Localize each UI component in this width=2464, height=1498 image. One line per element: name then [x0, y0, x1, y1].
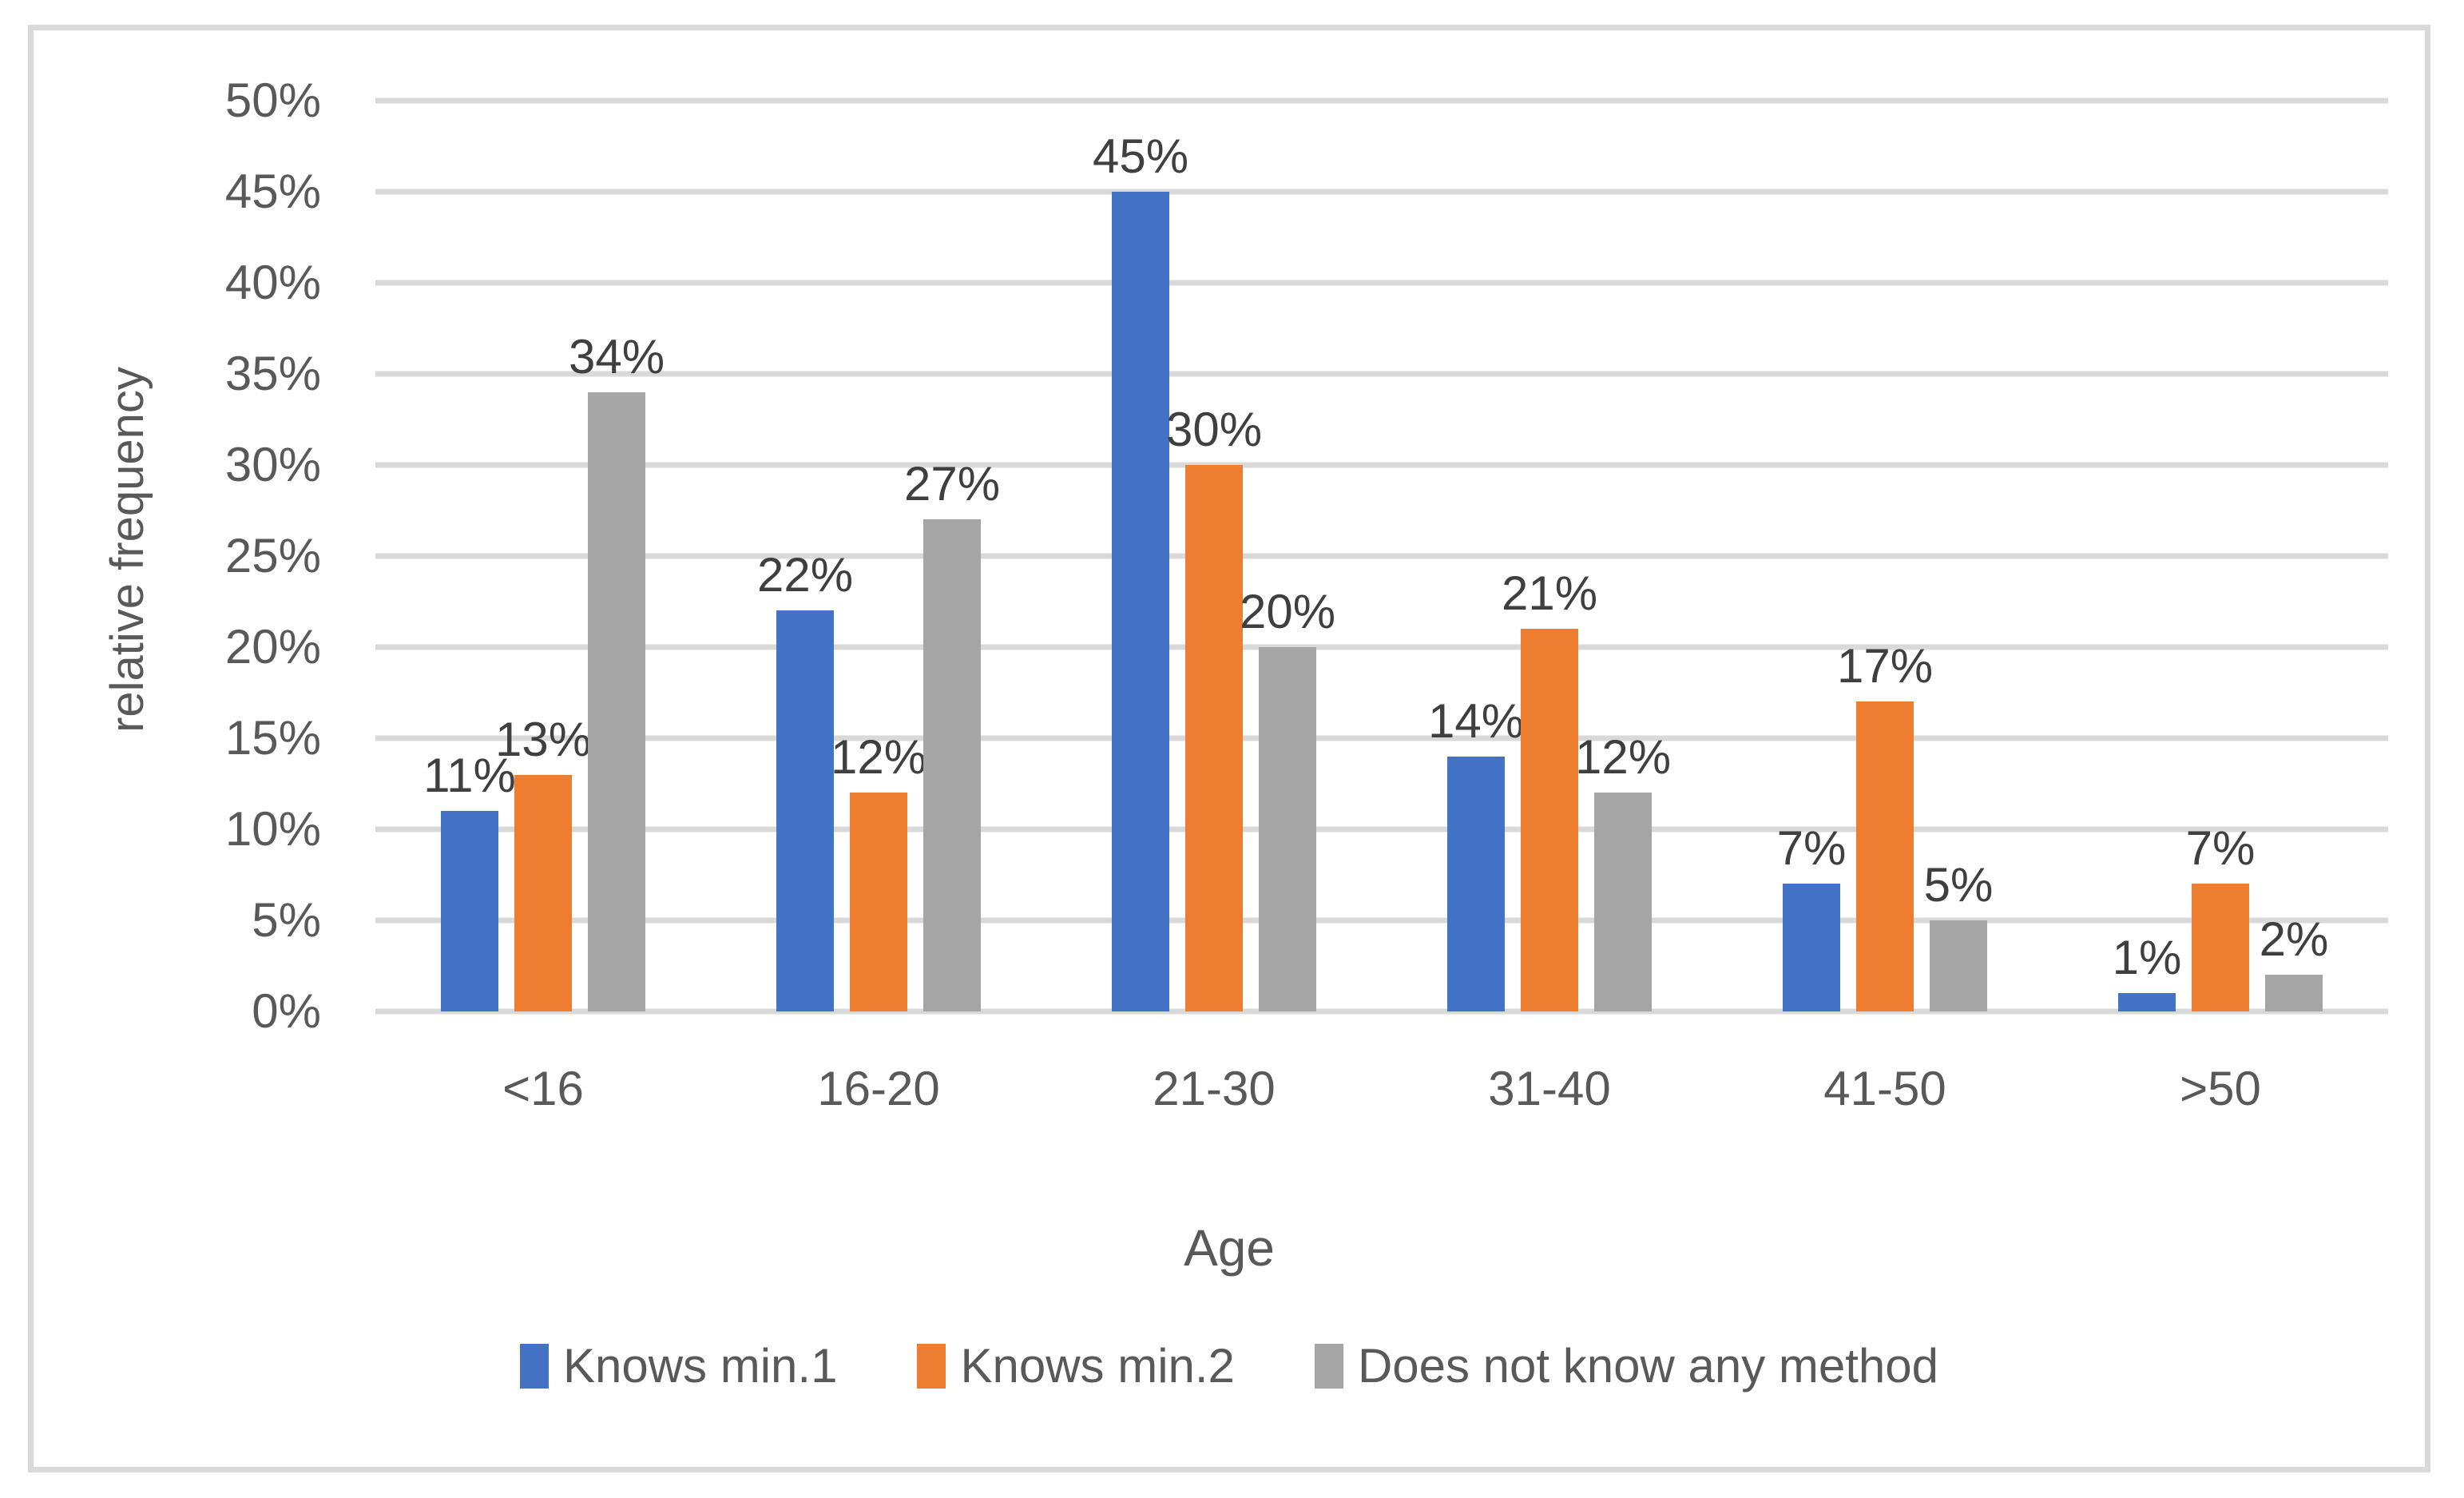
bar-series-3: 34% [569, 332, 665, 1011]
x-axis-tick-label: 16-20 [817, 1062, 940, 1115]
bar-series-2: 21% [1502, 570, 1597, 1011]
legend-item: Does not know any method [1314, 1339, 1939, 1393]
bar-value-label: 20% [1239, 585, 1336, 638]
bar-value-label: 22% [756, 548, 854, 602]
y-axis-tick-label: 45% [224, 165, 321, 218]
bar-series-1: 45% [1093, 133, 1188, 1011]
gridline [375, 644, 2388, 650]
plot-area: 11% 13% 34% 22% 12% 27% 45% 30% 20% 14% 21% 12% 7% 17… [375, 97, 2388, 1015]
gridline [375, 280, 2388, 286]
x-axis-tick-label: 31-40 [1488, 1062, 1611, 1115]
bar-series-2: 17% [1837, 642, 1933, 1011]
bar-value-label: 5% [1923, 858, 1994, 912]
bar-series-3: 20% [1240, 588, 1335, 1011]
bar-series-1: 11% [423, 752, 516, 1011]
bar-value-label: 13% [494, 712, 592, 766]
bar-series-2: 7% [2186, 824, 2255, 1011]
bar-group: 7% 17% 5% [1717, 101, 2053, 1011]
gridline [375, 917, 2388, 924]
bar-value-label: 12% [830, 730, 927, 785]
bar-series-2: 30% [1166, 406, 1262, 1011]
gridline [375, 371, 2388, 377]
legend-item: Knows min.1 [519, 1339, 838, 1393]
bar-series-1: 22% [757, 551, 853, 1011]
bar-group: 45% 30% 20% [1046, 101, 1382, 1011]
bar-value-label: 2% [2259, 912, 2329, 967]
x-axis-tick-label: >50 [2180, 1062, 2261, 1115]
bar-value-label: 7% [1776, 821, 1847, 876]
x-axis-tick-label: 41-50 [1823, 1062, 1946, 1115]
x-axis-tick-labels: <16 16-20 21-30 31-40 41-50 >50 [375, 1065, 2388, 1113]
y-axis-tick-label: 20% [224, 620, 321, 674]
gridline [375, 1008, 2388, 1015]
bar-group: 14% 21% 12% [1382, 101, 1717, 1011]
bar-value-label: 27% [903, 457, 1001, 511]
legend-swatch [1314, 1344, 1343, 1389]
x-axis-title: Age [1184, 1219, 1275, 1277]
bar-value-label: 17% [1836, 639, 1934, 693]
y-axis-tick-labels: 0% 5% 10% 15% 20% 25% 30% 35% 40% 45% 50% [34, 77, 321, 1035]
y-axis-tick-label: 30% [224, 438, 321, 491]
bar-value-label: 12% [1574, 730, 1672, 785]
bar-value-label: 7% [2185, 821, 2256, 876]
chart-legend: Knows min.1 Knows min.2 Does not know any … [34, 1342, 2425, 1390]
bar-value-label: 1% [2112, 931, 2182, 985]
bar-group: 1% 7% 2% [2053, 101, 2388, 1011]
bar-series-2: 12% [831, 733, 926, 1011]
y-axis-tick-label: 50% [224, 74, 321, 127]
bar-series-3: 12% [1575, 733, 1671, 1011]
bar-group: 22% 12% 27% [711, 101, 1046, 1011]
bar-value-label: 21% [1501, 566, 1598, 621]
bar-value-label: 30% [1165, 403, 1263, 456]
y-axis-tick-label: 15% [224, 711, 321, 765]
bar-groups: 11% 13% 34% 22% 12% 27% 45% 30% 20% 14% 21% 12% 7% 17… [375, 101, 2388, 1011]
legend-label: Does not know any method [1357, 1339, 1939, 1393]
bar-value-label: 45% [1092, 129, 1189, 183]
x-axis-tick-label: <16 [502, 1062, 584, 1115]
bar-series-2: 13% [495, 715, 591, 1011]
bar-value-label: 14% [1427, 693, 1525, 748]
bar-series-3: 5% [1924, 861, 1993, 1011]
bar-series-1: 14% [1428, 697, 1524, 1011]
gridline [375, 97, 2388, 104]
gridline [375, 735, 2388, 741]
chart-frame: relative frequency 0% 5% 10% 15% 20% 25% 30% 35… [28, 25, 2430, 1472]
y-axis-tick-label: 0% [252, 984, 321, 1038]
bar-value-label: 11% [423, 749, 516, 803]
bar-series-3: 27% [904, 460, 1000, 1011]
gridline [375, 826, 2388, 832]
gridline [375, 553, 2388, 559]
gridline [375, 462, 2388, 468]
legend-swatch [917, 1344, 946, 1389]
legend-swatch [519, 1344, 549, 1389]
bar-value-label: 34% [568, 329, 665, 383]
legend-label: Knows min.2 [960, 1339, 1235, 1393]
gridline [375, 189, 2388, 195]
y-axis-tick-label: 35% [224, 347, 321, 400]
bar-series-1: 1% [2113, 934, 2181, 1011]
legend-label: Knows min.1 [562, 1339, 838, 1393]
y-axis-tick-label: 40% [224, 256, 321, 309]
x-axis-tick-label: 21-30 [1153, 1062, 1276, 1115]
y-axis-tick-label: 5% [252, 893, 321, 947]
bar-group: 11% 13% 34% [375, 101, 711, 1011]
bar-series-1: 7% [1777, 824, 1846, 1011]
y-axis-tick-label: 10% [224, 802, 321, 856]
y-axis-tick-label: 25% [224, 529, 321, 582]
legend-item: Knows min.2 [917, 1339, 1235, 1393]
bar-series-3: 2% [2260, 916, 2328, 1011]
